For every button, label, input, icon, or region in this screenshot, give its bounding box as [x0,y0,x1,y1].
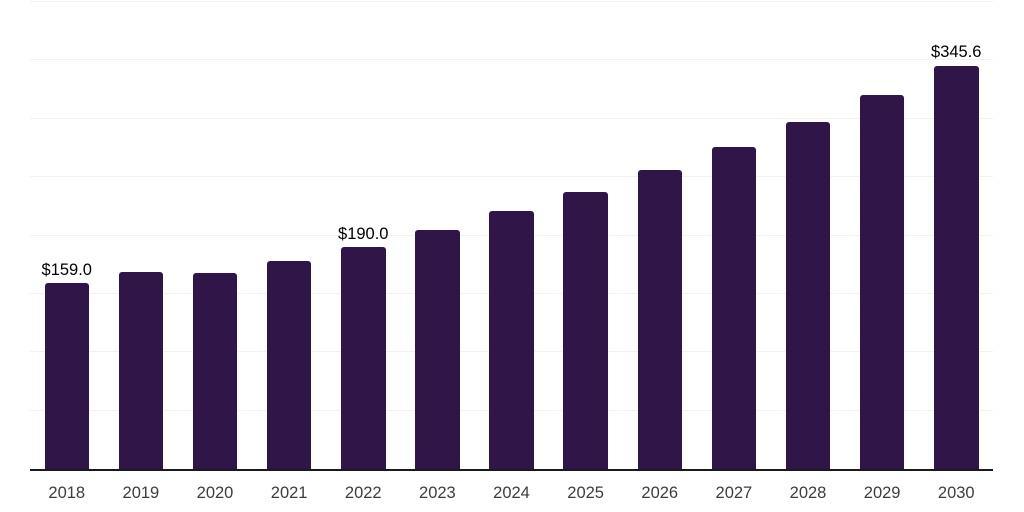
bar-value-label: $159.0 [41,260,92,279]
x-tick-label: 2030 [937,484,975,502]
bar [341,247,386,469]
bar [785,121,831,469]
x-tick-label: 2021 [270,484,308,502]
bar-column [118,271,164,469]
bar [934,65,979,469]
gridline [30,117,993,119]
bar [859,94,905,469]
x-tick-label: 2026 [641,484,679,502]
x-tick-label: 2025 [567,484,604,502]
x-tick-label: 2020 [196,484,234,502]
bar-column: $190.0 [338,224,389,469]
x-tick-label: 2027 [715,484,753,502]
bar [711,146,757,469]
bar-column [266,261,312,469]
bar [489,211,534,469]
x-tick-label: 2024 [493,484,530,502]
bar-column [785,121,831,469]
bar-column: $159.0 [41,260,92,469]
plot-area: $159.0 $190.0 $345.6 [30,0,993,471]
x-tick-label: 2023 [419,484,456,502]
bar-column [859,94,905,469]
x-axis: 2018 2019 2020 2021 2022 2023 2024 2025 2026 2027… [30,485,993,502]
bar-value-label: $190.0 [338,224,389,243]
bar [266,261,312,469]
bar [415,230,460,469]
bars-container: $159.0 $190.0 $345.6 [30,0,993,469]
bar-column [563,191,608,469]
gridline [30,1,993,2]
bar [118,271,164,469]
x-tick-label: 2028 [789,484,827,502]
x-tick-label: 2022 [344,484,382,502]
x-tick-label: 2029 [863,484,901,502]
bar-column [192,273,238,469]
gridline [30,59,993,61]
bar [192,273,238,469]
bar-column [415,230,460,469]
bar [44,283,89,469]
bar-column: $345.6 [931,43,982,469]
gridline [30,176,993,178]
bar-column [637,169,682,469]
bar [637,169,682,469]
x-tick-label: 2019 [122,484,160,502]
bar-column [711,146,757,469]
bar-column [489,211,534,469]
x-tick-label: 2018 [48,484,86,502]
bar-value-label: $345.6 [931,43,982,61]
bar [563,191,608,469]
